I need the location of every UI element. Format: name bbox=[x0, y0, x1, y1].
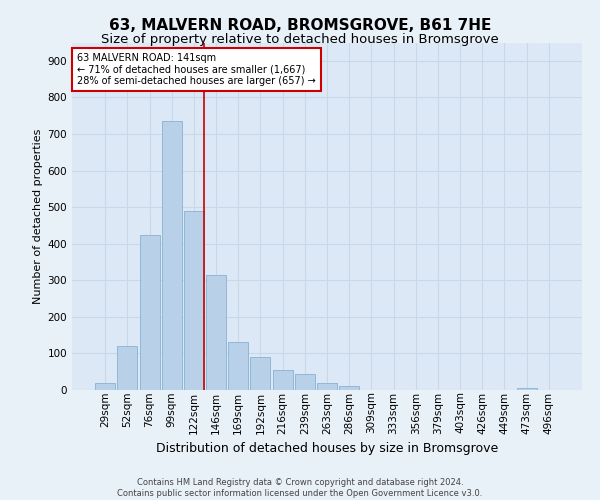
Bar bbox=[95, 382, 115, 390]
Text: Contains HM Land Registry data © Crown copyright and database right 2024.
Contai: Contains HM Land Registry data © Crown c… bbox=[118, 478, 482, 498]
Text: 63 MALVERN ROAD: 141sqm
← 71% of detached houses are smaller (1,667)
28% of semi: 63 MALVERN ROAD: 141sqm ← 71% of detache… bbox=[77, 53, 316, 86]
Bar bbox=[295, 374, 315, 390]
Bar bbox=[317, 382, 337, 390]
Bar bbox=[162, 121, 182, 390]
Bar bbox=[250, 357, 271, 390]
Bar bbox=[272, 370, 293, 390]
Text: 63, MALVERN ROAD, BROMSGROVE, B61 7HE: 63, MALVERN ROAD, BROMSGROVE, B61 7HE bbox=[109, 18, 491, 32]
Bar bbox=[118, 346, 137, 390]
Text: Size of property relative to detached houses in Bromsgrove: Size of property relative to detached ho… bbox=[101, 32, 499, 46]
Bar bbox=[339, 386, 359, 390]
Bar bbox=[228, 342, 248, 390]
Bar bbox=[206, 275, 226, 390]
Bar bbox=[184, 211, 204, 390]
Y-axis label: Number of detached properties: Number of detached properties bbox=[34, 128, 43, 304]
Bar bbox=[517, 388, 536, 390]
Bar bbox=[140, 234, 160, 390]
X-axis label: Distribution of detached houses by size in Bromsgrove: Distribution of detached houses by size … bbox=[156, 442, 498, 455]
